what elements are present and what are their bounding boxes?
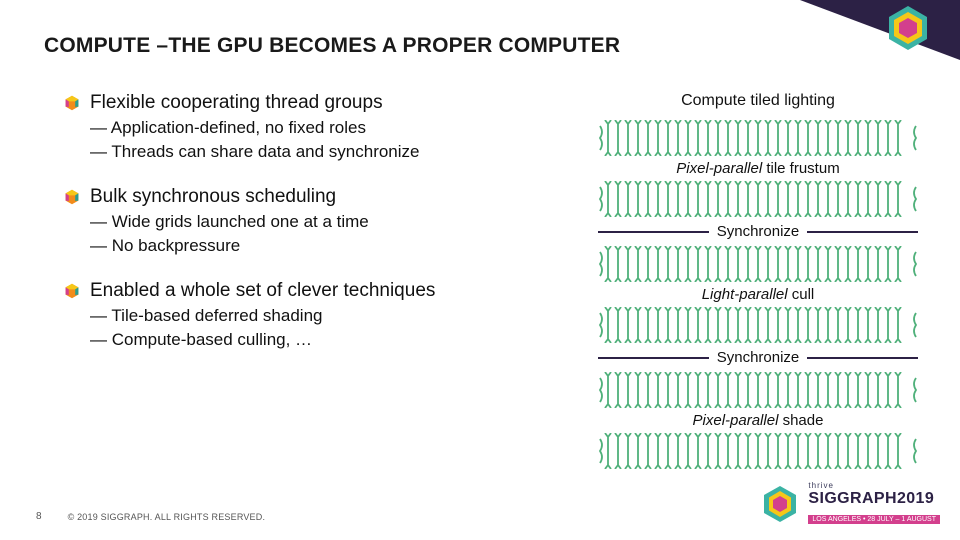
sync-line xyxy=(598,357,709,359)
brand-logo: thrive SIGGRAPH2019 LOS ANGELES • 28 JUL… xyxy=(760,481,940,526)
bullet-sub: — Wide grids launched one at a time xyxy=(90,212,544,232)
brand-big: SIGGRAPH2019 xyxy=(808,490,940,508)
sync-row: Synchronize xyxy=(598,349,918,366)
arrow-block-icon xyxy=(598,307,918,343)
arrow-block-icon xyxy=(598,372,918,408)
footer: 8 © 2019 SIGGRAPH. ALL RIGHTS RESERVED. xyxy=(36,511,265,522)
bullet-sub: — Tile-based deferred shading xyxy=(90,306,544,326)
slide-title: COMPUTE –THE GPU BECOMES A PROPER COMPUT… xyxy=(44,34,620,58)
bullet-sub: — No backpressure xyxy=(90,236,544,256)
bullet-hex-icon xyxy=(64,189,80,205)
bullet-hex-icon xyxy=(64,283,80,299)
brand-sub: LOS ANGELES • 28 JULY – 1 AUGUST xyxy=(808,515,940,524)
bullet-text: Flexible cooperating thread groups xyxy=(90,92,383,114)
corner-decoration xyxy=(800,0,960,100)
arrow-block-icon xyxy=(598,433,918,469)
copyright: © 2019 SIGGRAPH. ALL RIGHTS RESERVED. xyxy=(68,512,266,522)
arrow-block-icon xyxy=(598,246,918,282)
sync-row: Synchronize xyxy=(598,223,918,240)
stage-label: Pixel-parallel shade xyxy=(598,412,918,429)
sync-text: Synchronize xyxy=(717,223,800,240)
content-left: Flexible cooperating thread groups — App… xyxy=(64,92,544,350)
arrow-block-icon xyxy=(598,120,918,156)
bullet-item: Enabled a whole set of clever techniques xyxy=(64,280,544,302)
brand-text: thrive SIGGRAPH2019 LOS ANGELES • 28 JUL… xyxy=(808,481,940,526)
bullet-sub: — Application-defined, no fixed roles xyxy=(90,118,544,138)
sync-text: Synchronize xyxy=(717,349,800,366)
sync-line xyxy=(598,231,709,233)
brand-small: thrive xyxy=(808,481,940,490)
bullet-text: Bulk synchronous scheduling xyxy=(90,186,336,208)
bullet-sub: — Threads can share data and synchronize xyxy=(90,142,544,162)
bullet-item: Flexible cooperating thread groups xyxy=(64,92,544,114)
stage-label: Light-parallel cull xyxy=(598,286,918,303)
slide: COMPUTE –THE GPU BECOMES A PROPER COMPUT… xyxy=(0,0,960,540)
brand-hex-icon xyxy=(760,484,800,524)
bullet-sub: — Compute-based culling, … xyxy=(90,330,544,350)
sync-line xyxy=(807,357,918,359)
bullet-hex-icon xyxy=(64,95,80,111)
bullet-item: Bulk synchronous scheduling xyxy=(64,186,544,208)
right-title: Compute tiled lighting xyxy=(598,92,918,110)
sync-line xyxy=(807,231,918,233)
stage-label: Pixel-parallel tile frustum xyxy=(598,160,918,177)
page-number: 8 xyxy=(36,511,42,522)
content-right: Compute tiled lighting Pixel-parallel ti… xyxy=(598,92,918,469)
arrow-block-icon xyxy=(598,181,918,217)
bullet-text: Enabled a whole set of clever techniques xyxy=(90,280,435,302)
